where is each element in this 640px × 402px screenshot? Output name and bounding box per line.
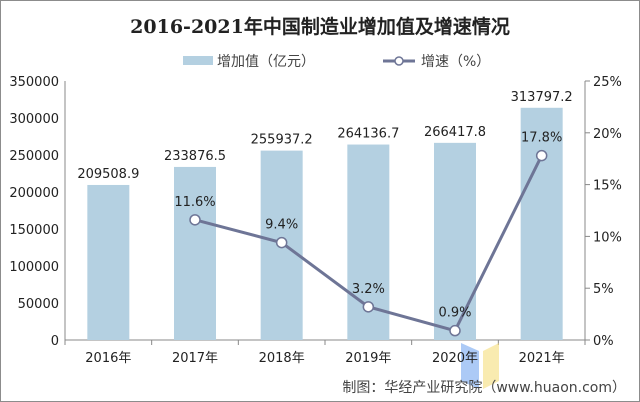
x-tick-label: 2020年 [432,351,478,366]
growth-point [449,324,461,337]
growth-point [362,301,375,313]
x-tick-label: 2021年 [519,351,565,366]
growth-value-label: 0.9% [438,306,471,321]
right-tick-label: 5% [593,282,614,297]
bar-value-label: 264136.7 [337,127,399,142]
right-tick-label: 15% [593,179,622,194]
left-tick-label: 100000 [9,260,59,275]
bar-value-label: 233876.5 [164,149,226,164]
growth-point [535,149,548,162]
growth-value-label: 11.6% [174,195,215,210]
bar-value-label: 266417.8 [424,125,486,140]
x-tick-label: 2016年 [85,351,131,366]
growth-value-label: 3.2% [352,282,385,297]
bar [520,107,563,340]
bar [174,166,216,340]
left-tick-label: 350000 [9,75,59,90]
right-tick-label: 0% [593,334,614,349]
left-tick-label: 200000 [9,186,59,201]
right-tick-label: 10% [593,230,622,245]
right-tick-label: 20% [593,127,622,142]
left-tick-label: 250000 [9,149,59,164]
watermark-logo [461,343,499,389]
growth-point [189,214,201,226]
bar-value-label: 209508.9 [77,167,139,182]
legend-label: 增加值（亿元） [217,54,315,70]
left-tick-label: 0 [51,334,59,349]
growth-value-label: 17.8% [521,131,562,146]
bar [434,142,476,340]
growth-point [275,236,288,249]
left-tick-label: 50000 [18,297,59,312]
x-tick-label: 2017年 [172,351,218,366]
x-tick-label: 2019年 [345,351,391,366]
x-tick-label: 2018年 [259,351,305,366]
bar-value-label: 313797.2 [511,90,573,105]
legend-line-marker [394,56,404,66]
chart-title: 2016-2021年中国制造业增加值及增速情况 [130,15,510,38]
growth-value-label: 9.4% [265,218,298,233]
right-tick-label: 25% [593,75,622,90]
left-tick-label: 150000 [9,223,59,238]
bar-value-label: 255937.2 [251,133,313,148]
source-note: 制图：华经产业研究院（www.huaon.com） [342,380,626,396]
legend-label: 增速（%） [421,54,490,70]
left-tick-label: 300000 [9,112,59,127]
legend-bar-swatch [183,56,213,65]
bar [87,184,130,340]
